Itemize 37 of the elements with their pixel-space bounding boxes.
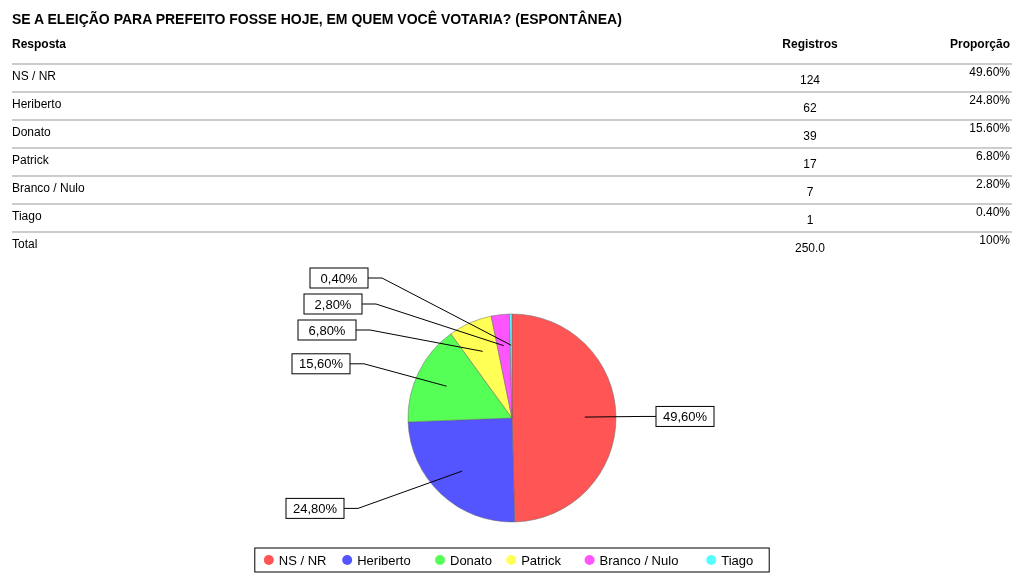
text: 0.40% (975, 205, 1011, 219)
data-label: 49,60% (662, 408, 708, 424)
text: 100% (979, 233, 1011, 247)
category-label: Donato (12, 125, 51, 139)
text: Proporção (949, 37, 1010, 51)
category-label: Branco / Nulo (12, 181, 85, 195)
category-label: Patrick (12, 153, 49, 167)
legend-label: Patrick (521, 552, 562, 568)
text: 6.80% (975, 149, 1011, 163)
text: 1 (806, 213, 814, 227)
data-label: 6,80% (308, 322, 346, 338)
text: 62 (803, 101, 817, 115)
text: 124 (799, 73, 821, 87)
text: Registros (782, 37, 838, 51)
text: 49.60% (969, 65, 1011, 79)
legend-label: NS / NR (278, 552, 327, 568)
text: Total (12, 237, 38, 251)
legend-label: Heriberto (357, 552, 411, 568)
text: 39 (803, 129, 817, 143)
text: 17 (803, 157, 817, 171)
data-label: 0,40% (320, 270, 358, 286)
chart-title: SE A ELEIÇÃO PARA PREFEITO FOSSE HOJE, EM QUEM VOCÊ VOTARIA? (ESPONTÂNEA) (12, 10, 622, 27)
text: 2.80% (975, 177, 1011, 191)
category-label: NS / NR (12, 69, 57, 83)
text: 15.60% (969, 121, 1011, 135)
text: 24.80% (969, 93, 1011, 107)
legend-label: Branco / Nulo (599, 552, 679, 568)
text: 7 (806, 185, 814, 199)
text: 250.0 (794, 241, 826, 255)
category-label: Heriberto (12, 97, 62, 111)
data-label: 15,60% (298, 356, 344, 372)
category-label: Tiago (12, 209, 42, 223)
text: Resposta (12, 37, 67, 51)
legend-label: Donato (450, 552, 492, 568)
legend-label: Tiago (721, 552, 754, 568)
data-label: 2,80% (314, 296, 352, 312)
data-label: 24,80% (292, 500, 338, 516)
